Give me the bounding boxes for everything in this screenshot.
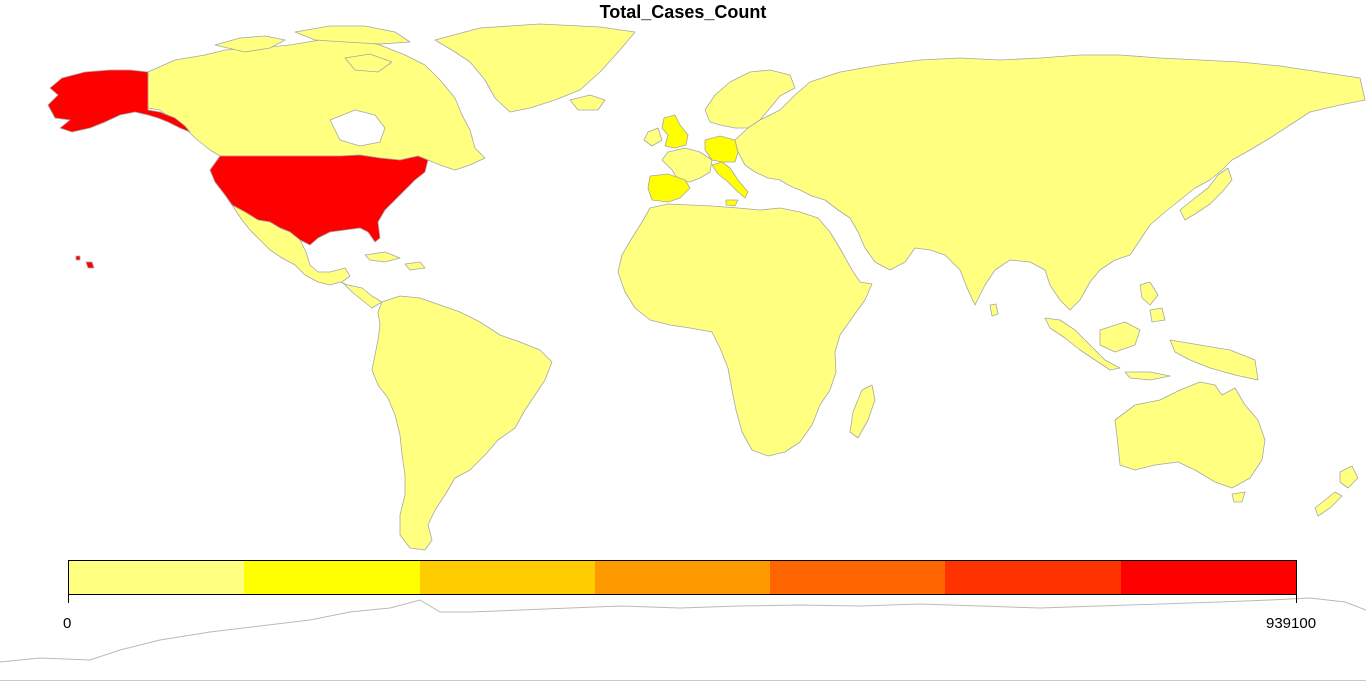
region-france [661,147,713,183]
region-germany [704,135,739,163]
region-australia [1231,491,1246,503]
region-new-zealand [1314,465,1359,517]
region-united-kingdom [661,114,689,149]
region-central-america [364,251,426,271]
legend-swatch [419,561,595,594]
region-indonesia [1044,317,1259,381]
legend-swatch [594,561,771,594]
plot-bottom-border [0,680,1366,681]
region-south-america [371,295,553,551]
region-united-states [209,154,429,246]
legend-swatch [770,561,946,594]
region-canada [294,25,411,45]
region-spain [647,173,691,203]
region-canada [214,35,286,53]
region-canada [147,37,486,171]
region-hawaii [75,255,95,269]
region-alaska [47,69,191,133]
legend-min-label: 0 [63,615,72,632]
map-title: Total_Cases_Count [599,2,767,22]
legend-max-tick [1296,595,1297,603]
region-asia [989,303,999,317]
region-central-america [231,204,383,309]
region-japan [1179,167,1233,221]
region-asia [1139,281,1166,323]
legend-swatch [69,561,245,594]
legend-swatch [1120,561,1296,594]
legend-min-tick [68,595,69,603]
region-iceland [569,94,606,111]
region-madagascar [849,384,876,439]
legend-color-bar [68,560,1297,595]
region-ireland [643,127,663,147]
legend-swatch [244,561,420,594]
region-asia [734,54,1366,311]
region-scandinavia [704,69,796,129]
legend-max-label: 939100 [1266,615,1317,632]
region-antarctica [0,597,1366,663]
legend-swatch [945,561,1121,594]
region-australia [1114,381,1266,489]
region-canada [344,53,393,73]
region-greenland [434,23,636,113]
region-italy [711,161,749,207]
region-africa [617,203,873,457]
